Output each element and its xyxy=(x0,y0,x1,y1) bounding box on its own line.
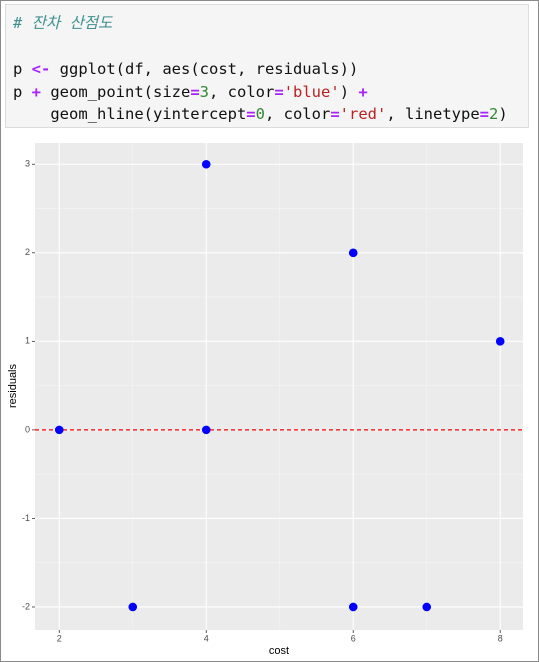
x-tick-label: 6 xyxy=(351,633,356,643)
code-line: p <- ggplot(df, aes(cost, residuals)) xyxy=(13,60,358,78)
code-token: , linetype xyxy=(386,105,480,123)
code-token: = xyxy=(246,105,256,123)
y-tick-label: 0 xyxy=(25,424,30,434)
code-token: = xyxy=(479,105,489,123)
code-line: geom_hline(yintercept=0, color='red', li… xyxy=(13,105,508,123)
x-axis-title: cost xyxy=(269,645,289,657)
point xyxy=(128,602,138,612)
point xyxy=(54,425,64,435)
code-token: = xyxy=(190,83,200,101)
code-token: = xyxy=(274,83,284,101)
code-line: # 잔차 산점도 xyxy=(13,11,112,33)
code-token: 3 xyxy=(199,83,210,101)
code-token: 0 xyxy=(255,105,265,123)
code-token: 'red' xyxy=(339,105,387,123)
code-token: <- xyxy=(31,60,51,78)
x-tick-label: 8 xyxy=(498,633,503,643)
point xyxy=(201,425,211,435)
code-token: , color xyxy=(209,83,275,101)
code-token: + xyxy=(358,83,368,101)
x-tick-label: 4 xyxy=(204,633,209,643)
point xyxy=(422,602,432,612)
point xyxy=(348,602,358,612)
code-token: ) xyxy=(498,105,508,123)
comment: # 잔차 산점도 xyxy=(13,14,113,32)
code-token: p xyxy=(13,60,32,78)
point xyxy=(201,159,211,169)
code-token: ggplot(df, aes(cost, residuals)) xyxy=(50,60,359,78)
y-tick-label: 2 xyxy=(25,247,30,257)
x-tick-label: 2 xyxy=(57,633,62,643)
code-token: 2 xyxy=(489,105,499,123)
code-token: p xyxy=(13,83,32,101)
y-tick-label: -1 xyxy=(22,513,30,523)
code-token: = xyxy=(330,105,340,123)
code-token: geom_hline(yintercept xyxy=(13,105,247,123)
y-tick-label: 3 xyxy=(25,159,30,169)
code-token: ) xyxy=(339,83,359,101)
y-tick-label: 1 xyxy=(25,336,30,346)
point xyxy=(348,248,358,258)
y-tick-label: -2 xyxy=(22,601,30,611)
code-token: 'blue' xyxy=(283,83,340,101)
point xyxy=(495,337,505,346)
y-axis-title: residuals xyxy=(7,363,19,408)
code-token: + xyxy=(31,83,42,101)
plot-panel xyxy=(35,143,523,630)
code-token: geom_point(size xyxy=(41,83,191,101)
code-line: p + geom_point(size=3, color='blue') + xyxy=(13,83,368,101)
code-cell: # 잔차 산점도 p <- ggplot(df, aes(cost, resid… xyxy=(5,4,529,128)
code-token: , color xyxy=(264,105,331,123)
